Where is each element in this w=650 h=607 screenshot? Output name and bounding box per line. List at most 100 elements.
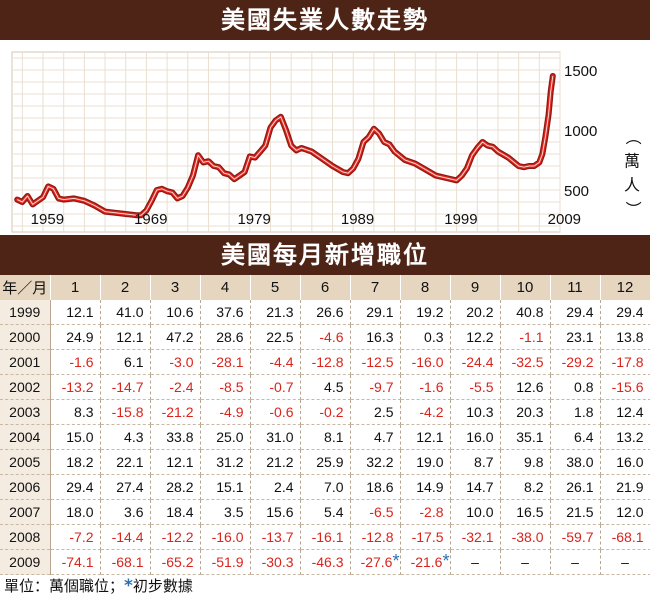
value-cell: 16.5 [500,499,551,525]
value-cell: -74.1 [50,549,101,575]
value-cell: 47.2 [150,324,201,350]
x-tick-label: 1999 [444,211,477,228]
value-cell: 12.4 [600,399,650,425]
value-cell: -4.2 [400,399,451,425]
value-cell: 14.7 [450,474,501,500]
value-cell: -28.1 [200,349,251,375]
value-cell: 9.8 [500,449,551,475]
year-cell: 2000 [0,324,51,350]
value-cell: – [600,549,650,575]
value-cell: 12.0 [600,499,650,525]
jobs-table: 年／月 1 2 3 4 5 6 7 8 9 10 11 12 1999 12.1 41.0 10.6 37.6 2… [0,275,650,575]
value-cell: -24.4 [450,349,501,375]
value-cell: -15.8 [100,399,151,425]
y-axis-label-char: 人 [624,176,640,195]
x-tick-label: 1969 [134,211,167,228]
value-cell-preliminary: -27.6* [350,549,401,575]
value-cell: -65.2 [150,549,201,575]
value-cell: 28.2 [150,474,201,500]
value-cell: 25.9 [300,449,351,475]
value-cell: -12.5 [350,349,401,375]
value-cell: 29.4 [600,300,650,325]
table-row: 2000 24.9 12.1 47.2 28.6 22.5 -4.6 16.3 0.3 12.2-… [0,324,650,350]
value-cell: -2.8 [400,499,451,525]
month-header: 9 [450,275,501,300]
value-cell: -8.5 [200,374,251,400]
value-cell: 31.0 [250,424,301,450]
month-header: 8 [400,275,451,300]
table-row: 2006 29.4 27.4 28.2 15.1 2.4 7.0 18.6 14.9 14.7 8.… [0,474,650,500]
year-cell: 2001 [0,349,51,375]
month-header: 7 [350,275,401,300]
value-cell: 26.6 [300,300,351,325]
value-cell: -46.3 [300,549,351,575]
value-cell: 6.1 [100,349,151,375]
value-cell: -0.6 [250,399,301,425]
footer-note: 單位：萬個職位；*初步數據 [0,575,650,597]
value-cell: 40.8 [500,300,551,325]
value-cell: 3.6 [100,499,151,525]
value-cell: 8.3 [50,399,101,425]
value-cell: – [550,549,601,575]
value-cell: 12.1 [150,449,201,475]
value-cell: 18.2 [50,449,101,475]
value-cell: 20.3 [500,399,551,425]
value-cell: 12.1 [400,424,451,450]
value-cell: -12.8 [350,524,401,550]
value-cell: 2.4 [250,474,301,500]
asterisk-mark: * [124,576,133,596]
value-cell: -15.6 [600,374,650,400]
value-cell: 14.9 [400,474,451,500]
asterisk-mark: * [442,551,450,571]
table-row: 2002 -13.2 -14.7 -2.4 -8.5 -0.7 4.5 -9.7 -1.6 -5.… [0,374,650,400]
value-cell: -21.2 [150,399,201,425]
value-cell: 16.3 [350,324,401,350]
value-cell: -14.7 [100,374,151,400]
month-header: 12 [600,275,650,300]
value-cell: 7.0 [300,474,351,500]
value-cell: 28.6 [200,324,251,350]
value-cell: 23.1 [550,324,601,350]
y-axis-label-char: ） [624,201,643,217]
y-tick-label: 1500 [564,63,597,80]
corner-header: 年／月 [0,275,51,300]
value-cell: 15.6 [250,499,301,525]
value-cell: 3.5 [200,499,251,525]
month-header: 10 [500,275,551,300]
value-cell: -14.4 [100,524,151,550]
unemployment-chart-svg: 1959 1969 1979 1989 1999 2009 500 1000 1500 （ 萬人 ） [11,51,643,233]
value-cell: 21.9 [600,474,650,500]
year-cell: 2008 [0,524,51,550]
value-cell: 12.2 [450,324,501,350]
month-header: 6 [300,275,351,300]
value-cell: -16.1 [300,524,351,550]
value-cell: 8.7 [450,449,501,475]
value-cell: -51.9 [200,549,251,575]
value-cell: 31.2 [200,449,251,475]
month-header: 1 [50,275,101,300]
table-row: 2005 18.2 22.1 12.1 31.2 21.2 25.9 32.2 19.0 8.7 9… [0,449,650,475]
table-row: 1999 12.1 41.0 10.6 37.6 21.3 26.6 29.1 19.2 20.2… [0,300,650,325]
table-row: 2004 15.0 4.3 33.8 25.0 31.0 8.1 4.7 12.1 16.0 35.… [0,424,650,450]
value-cell: 8.1 [300,424,351,450]
value-cell: 16.0 [450,424,501,450]
value-cell: 20.2 [450,300,501,325]
value-cell: 29.4 [550,300,601,325]
value-cell: 19.2 [400,300,451,325]
unemployment-chart: 1959 1969 1979 1989 1999 2009 500 1000 1500 （ 萬人 ） [0,40,650,235]
value-cell: -1.6 [400,374,451,400]
asterisk-mark: * [392,551,400,571]
value-cell: 13.2 [600,424,650,450]
y-tick-label: 1000 [564,123,597,140]
value-cell: -4.4 [250,349,301,375]
note-text: 初步數據 [132,577,193,595]
value-cell: 4.3 [100,424,151,450]
month-header: 5 [250,275,301,300]
value-cell: 12.1 [100,324,151,350]
value-cell: -12.2 [150,524,201,550]
value-cell-preliminary: -21.6* [400,549,451,575]
value-cell: 0.8 [550,374,601,400]
value-cell: 29.4 [50,474,101,500]
value-cell: -13.7 [250,524,301,550]
value-cell: 25.0 [200,424,251,450]
